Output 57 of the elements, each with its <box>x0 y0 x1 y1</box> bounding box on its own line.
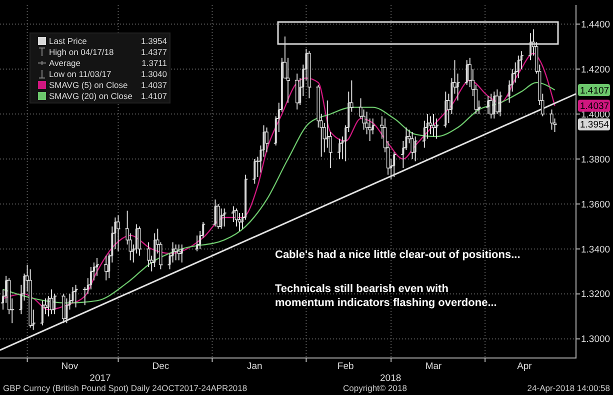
candlestick <box>177 244 180 261</box>
x-tick-label: Dec <box>152 361 170 372</box>
y-tick-label: 1.3800 <box>581 154 610 166</box>
candlestick <box>428 116 432 135</box>
text: 24-Apr-2018 14:00:58 <box>527 383 610 393</box>
text: GBP Curncy (British Pound Spot) Daily 24OCT2017-24APR2018 <box>3 383 248 393</box>
x-tick-label: Apr <box>517 361 532 372</box>
candlestick <box>238 212 242 232</box>
candlestick <box>174 244 178 261</box>
candlestick <box>50 288 54 315</box>
annotation: 1.4107 <box>580 85 610 96</box>
y-tick-label: 1.3200 <box>581 289 610 300</box>
annotation: 1.4107 <box>141 90 168 101</box>
candlestick <box>62 293 66 324</box>
legend-label: SMAVG (5) on Close <box>49 80 128 90</box>
annotation: High on 04/17/18 <box>49 46 114 57</box>
y-tick-label: 1.4200 <box>581 64 610 76</box>
x-tick-label: Jan <box>246 361 262 372</box>
candlestick <box>146 242 150 268</box>
candlestick <box>410 132 414 160</box>
candlestick <box>28 268 32 328</box>
legend-label: SMAVG (20) on Close <box>49 90 133 101</box>
candlestick <box>265 127 268 153</box>
text: 2017 <box>90 373 111 384</box>
annotation: 1.3954 <box>580 120 610 131</box>
candlestick <box>490 93 493 120</box>
candlestick <box>295 73 299 110</box>
annotation: Average <box>49 58 81 68</box>
y-tick-label: 1.4400 <box>581 19 610 30</box>
candlestick <box>432 114 436 138</box>
annotation: Cable's had a nice little clear-out of positions... <box>275 249 520 261</box>
text: Copyright© 2018 <box>343 383 408 393</box>
y-tick-label: 1.3600 <box>581 199 610 210</box>
x-tick-label: Feb <box>337 361 354 372</box>
text: 2018 <box>380 373 402 384</box>
y-tick-label: 1.3000 <box>581 334 610 346</box>
y-tick-label: 1.3400 <box>581 244 610 256</box>
candlestick <box>104 255 108 281</box>
x-tick-label: Mar <box>425 361 442 372</box>
annotation: Technicals still bearish even with momentum indicators flashing overdone... <box>275 283 497 309</box>
annotation: 1.4037 <box>141 80 168 90</box>
annotation: 1.3954 <box>141 36 168 46</box>
candlestick <box>308 50 311 99</box>
annotation: Low on 11/03/17 <box>49 68 112 79</box>
candlestick <box>234 208 238 227</box>
candlestick <box>496 88 499 115</box>
legend-label: Last Price <box>49 36 88 46</box>
annotation: 1.4037 <box>580 101 610 112</box>
candlestick <box>286 57 290 104</box>
candlestick <box>550 109 554 130</box>
candlestick <box>216 203 220 230</box>
candlestick <box>116 214 120 252</box>
annotation: 1.4377 <box>141 46 168 57</box>
annotation: 1.3711 <box>142 58 168 68</box>
annotation: 1.3040 <box>141 68 168 79</box>
candlestick <box>138 226 142 256</box>
x-tick-label: Nov <box>61 361 78 372</box>
